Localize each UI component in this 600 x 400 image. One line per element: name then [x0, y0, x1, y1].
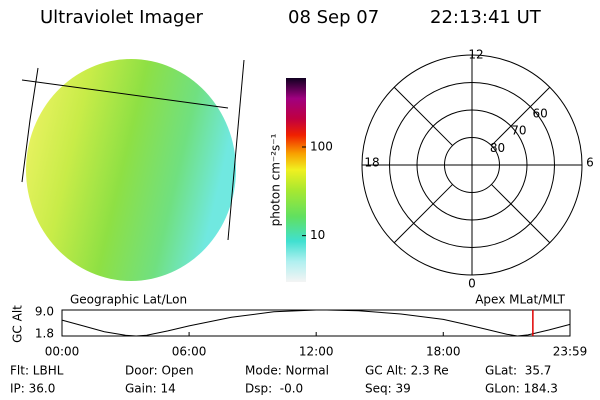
status-field: Door: Open — [125, 364, 194, 378]
grid-line — [227, 59, 245, 241]
instrument: Ultraviolet Imager — [40, 7, 204, 28]
colorbar-label: photon cm⁻²s⁻¹ — [269, 133, 283, 226]
colorbar-tick-label: 10 — [310, 228, 325, 242]
lat-label: 70 — [511, 124, 526, 138]
status-field: Dsp: -0.0 — [245, 382, 303, 396]
y-tick-label: 1.8 — [35, 327, 54, 341]
mlt-label: 0 — [468, 277, 476, 291]
x-tick-label: 00:00 — [45, 345, 80, 359]
y-axis-label: GC Alt — [11, 305, 25, 343]
x-tick-label: 23:59 — [553, 345, 588, 359]
status-field: GC Alt: 2.3 Re — [365, 364, 449, 378]
panel-label: Geographic Lat/Lon — [70, 293, 187, 307]
status-field: GLon: 184.3 — [485, 382, 558, 396]
status-field: Mode: Normal — [245, 364, 329, 378]
colorbar — [286, 78, 306, 282]
grid-line — [21, 79, 229, 109]
status-field: IP: 36.0 — [10, 382, 55, 396]
status-field: Seq: 39 — [365, 382, 411, 396]
mlt-label: 12 — [468, 48, 483, 62]
grid-line — [491, 86, 551, 146]
altitude-panel: Geographic Lat/Lon Apex MLat/MLT GC Alt 9.0… — [11, 293, 588, 359]
mlt-label: 6 — [586, 156, 594, 170]
x-tick-label: 18:00 — [426, 345, 461, 359]
y-tick-label: 9.0 — [35, 305, 54, 319]
date: 08 Sep 07 — [288, 7, 379, 28]
x-tick-label: 06:00 — [172, 345, 207, 359]
mlt-label: 18 — [364, 156, 379, 170]
status: Flt: LBHL Door: Open Mode: Normal GC Alt: 2… — [10, 364, 558, 396]
colorbar-tick-label: 100 — [310, 139, 333, 153]
status-field: Gain: 14 — [125, 382, 176, 396]
lat-label: 80 — [490, 141, 505, 155]
grid-line — [21, 67, 39, 183]
grid-line — [393, 86, 453, 146]
grid-line — [491, 184, 551, 244]
altitude-curve — [61, 309, 571, 337]
x-tick-label: 12:00 — [299, 345, 334, 359]
earth-image — [26, 59, 236, 281]
grid-line — [393, 184, 453, 244]
lat-label: 60 — [533, 106, 548, 120]
panel-label: Apex MLat/MLT — [475, 293, 565, 307]
time: 22:13:41 UT — [430, 7, 542, 28]
status-field: Flt: LBHL — [10, 364, 64, 378]
status-field: GLat: 35.7 — [485, 364, 551, 378]
